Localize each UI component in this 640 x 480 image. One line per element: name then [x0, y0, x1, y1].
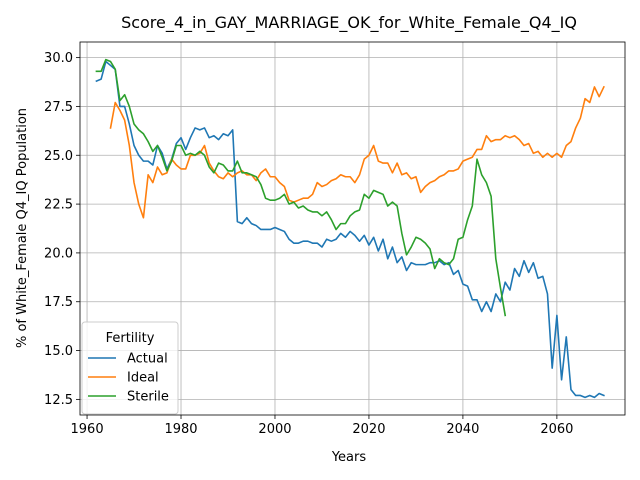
- x-axis-label: Years: [331, 450, 367, 465]
- y-tick-label: 30.0: [44, 51, 73, 66]
- y-tick-label: 17.5: [44, 295, 73, 310]
- y-axis-ticks: 12.5 15.0 17.5 20.0 22.5 25.0 27.5 30.0: [44, 51, 80, 408]
- y-tick-label: 25.0: [44, 149, 73, 164]
- x-tick-label: 1960: [71, 422, 104, 437]
- y-tick-label: 22.5: [44, 198, 73, 213]
- legend-label-ideal: Ideal: [127, 371, 159, 386]
- y-tick-label: 20.0: [44, 246, 73, 261]
- y-axis-label: % of White_Female Q4_IQ Population: [15, 108, 30, 348]
- y-tick-label: 15.0: [44, 344, 73, 359]
- x-tick-label: 2020: [352, 422, 385, 437]
- x-axis-ticks: 1960 1980 2000 2020 2040 2060: [71, 415, 573, 437]
- series-line-ideal: [109, 85, 605, 219]
- legend-label-sterile: Sterile: [127, 390, 169, 405]
- legend-entries: Actual Ideal Sterile: [88, 352, 169, 405]
- x-tick-label: 2060: [540, 422, 573, 437]
- legend-title: Fertility: [106, 331, 155, 346]
- series-line-actual: [95, 60, 605, 399]
- x-tick-label: 2040: [446, 422, 479, 437]
- legend: Fertility Actual Ideal Sterile: [81, 321, 179, 415]
- series-lines: [95, 58, 605, 399]
- x-tick-label: 1980: [164, 422, 197, 437]
- series-line-sterile: [95, 58, 507, 317]
- legend-box: [81, 321, 179, 415]
- y-tick-label: 12.5: [44, 393, 73, 408]
- x-tick-label: 2000: [258, 422, 291, 437]
- y-tick-label: 27.5: [44, 100, 73, 115]
- plot-area-frame: [79, 41, 626, 416]
- legend-label-actual: Actual: [127, 352, 168, 367]
- chart-title: Score_4_in_GAY_MARRIAGE_OK_for_White_Fem…: [121, 13, 577, 33]
